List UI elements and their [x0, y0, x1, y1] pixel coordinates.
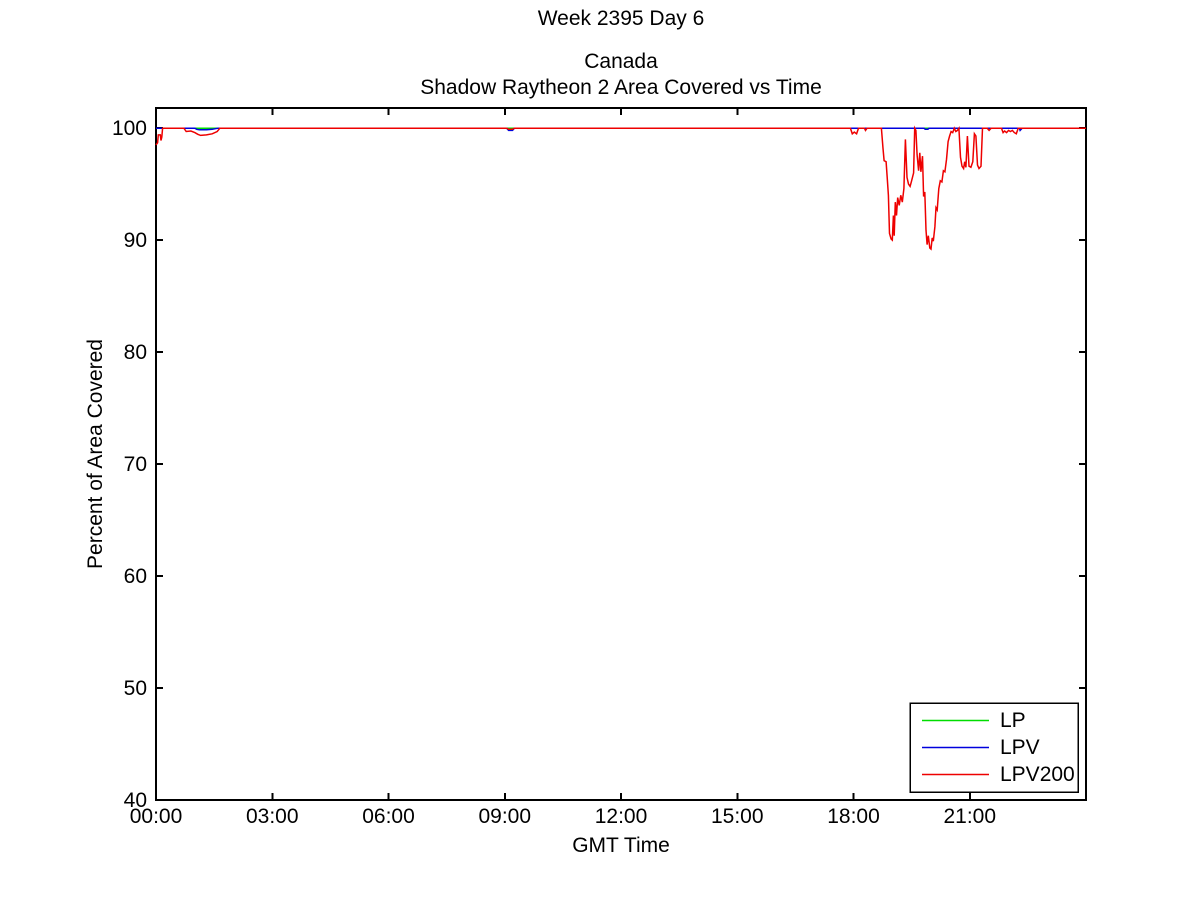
- y-tick-label: 80: [124, 341, 147, 364]
- legend-label-lpv200: LPV200: [1000, 763, 1075, 786]
- x-axis-label: GMT Time: [572, 834, 670, 857]
- x-tick-label: 00:00: [130, 805, 183, 828]
- chart-title-line1: Canada: [584, 50, 658, 73]
- y-tick-label: 100: [112, 117, 147, 140]
- chart-title-line2: Shadow Raytheon 2 Area Covered vs Time: [420, 76, 822, 99]
- axes-box: [155, 107, 1087, 801]
- x-tick-label: 12:00: [595, 805, 648, 828]
- y-axis-label: Percent of Area Covered: [84, 339, 107, 569]
- figure-suptitle: Week 2395 Day 6: [537, 7, 705, 30]
- legend-label-lpv: LPV: [1000, 736, 1040, 759]
- x-tick-label: 21:00: [943, 805, 996, 828]
- x-tick-label: 06:00: [362, 805, 415, 828]
- x-tick-label: 18:00: [827, 805, 880, 828]
- y-tick-label: 50: [124, 677, 147, 700]
- y-tick-label: 70: [124, 453, 147, 476]
- y-tick-label: 40: [124, 789, 147, 812]
- series-line-lpv200: [155, 125, 1086, 251]
- x-tick-label: 09:00: [478, 805, 531, 828]
- x-tick-label: 15:00: [711, 805, 764, 828]
- x-tick-label: 03:00: [246, 805, 299, 828]
- y-tick-label: 60: [124, 565, 147, 588]
- y-tick-label: 90: [124, 229, 147, 252]
- legend-label-lp: LP: [1000, 709, 1026, 732]
